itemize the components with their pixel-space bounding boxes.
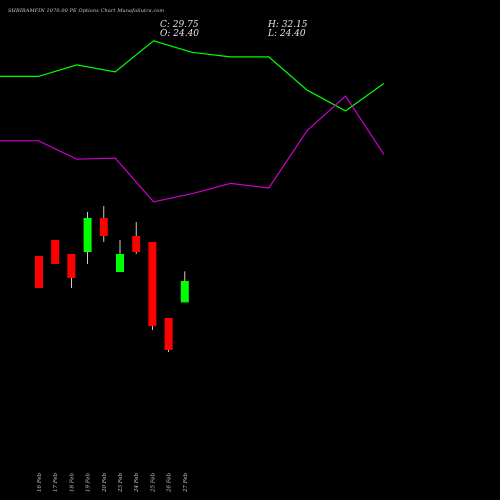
candle-body bbox=[164, 318, 173, 350]
candle-body bbox=[67, 254, 76, 278]
candle-body bbox=[83, 218, 92, 252]
candle-body bbox=[132, 236, 141, 252]
low-value: L: 24.40 bbox=[268, 29, 306, 39]
candle-body bbox=[35, 256, 43, 288]
candle-body bbox=[116, 254, 124, 272]
candle-body bbox=[148, 242, 157, 326]
candle-body bbox=[51, 240, 60, 264]
lower-indicator-line bbox=[0, 95, 385, 203]
x-tick-label: 19 Feb bbox=[86, 472, 92, 492]
candle-body bbox=[99, 218, 108, 236]
x-tick-label: 27 Feb bbox=[183, 472, 189, 493]
open-value: O: 24.40 bbox=[160, 29, 200, 39]
x-tick-label: 24 Feb bbox=[134, 472, 140, 493]
upper-indicator-line bbox=[0, 40, 385, 112]
x-tick-label: 17 Feb bbox=[53, 472, 59, 492]
candle-body bbox=[180, 281, 189, 303]
x-tick-label: 20 Feb bbox=[102, 472, 108, 493]
x-tick-label: 26 Feb bbox=[167, 472, 173, 493]
x-tick-label: 16 Feb bbox=[37, 472, 43, 492]
x-tick-label: 18 Feb bbox=[69, 472, 75, 492]
chart-title: SHRIRAMFIN 1070.00 PE Options Chart Muna… bbox=[8, 8, 165, 14]
high-value: H: 32.15 bbox=[268, 20, 308, 30]
x-tick-label: 23 Feb bbox=[118, 472, 124, 493]
x-tick-label: 25 Feb bbox=[150, 472, 156, 493]
close-value: C: 29.75 bbox=[160, 20, 199, 30]
